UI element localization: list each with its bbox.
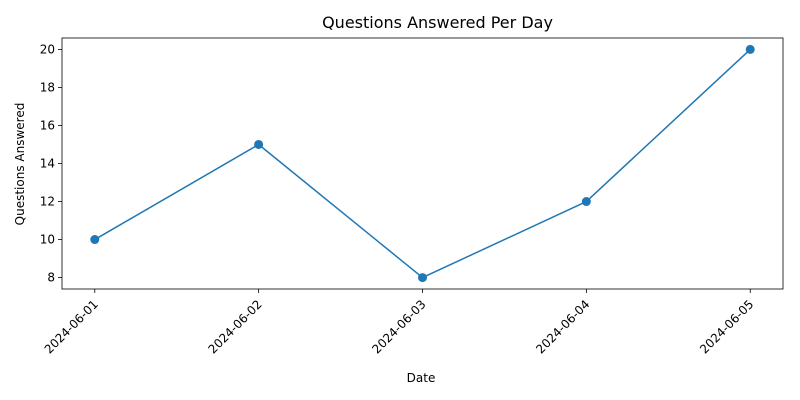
y-axis-label: Questions Answered [13, 103, 27, 226]
y-tick-label: 12 [40, 195, 55, 209]
y-tick-label: 8 [47, 271, 55, 285]
y-tick-label: 10 [40, 233, 55, 247]
data-point [745, 44, 755, 54]
axes-frame [61, 37, 784, 290]
data-point [90, 235, 100, 245]
x-tick-label: 2024-06-02 [206, 297, 265, 356]
x-tick-label: 2024-06-04 [533, 297, 592, 356]
series-line [94, 48, 751, 279]
y-tick-label: 18 [40, 80, 55, 94]
x-tick-label: 2024-06-03 [369, 297, 428, 356]
data-point [254, 139, 264, 149]
chart-title: Questions Answered Per Day [322, 13, 553, 32]
x-axis-label: Date [407, 371, 436, 385]
data-point [418, 273, 427, 283]
y-tick-label: 20 [40, 42, 55, 56]
x-tick-label: 2024-06-05 [697, 297, 756, 356]
y-tick-label: 16 [40, 118, 55, 132]
plot-area: 8 10 12 14 16 18 20 2024-06-01 2024-06-02 2024-06… [40, 37, 784, 356]
x-tick-label: 2024-06-01 [42, 297, 101, 356]
y-tick-label: 14 [40, 157, 55, 171]
data-point [581, 197, 591, 207]
